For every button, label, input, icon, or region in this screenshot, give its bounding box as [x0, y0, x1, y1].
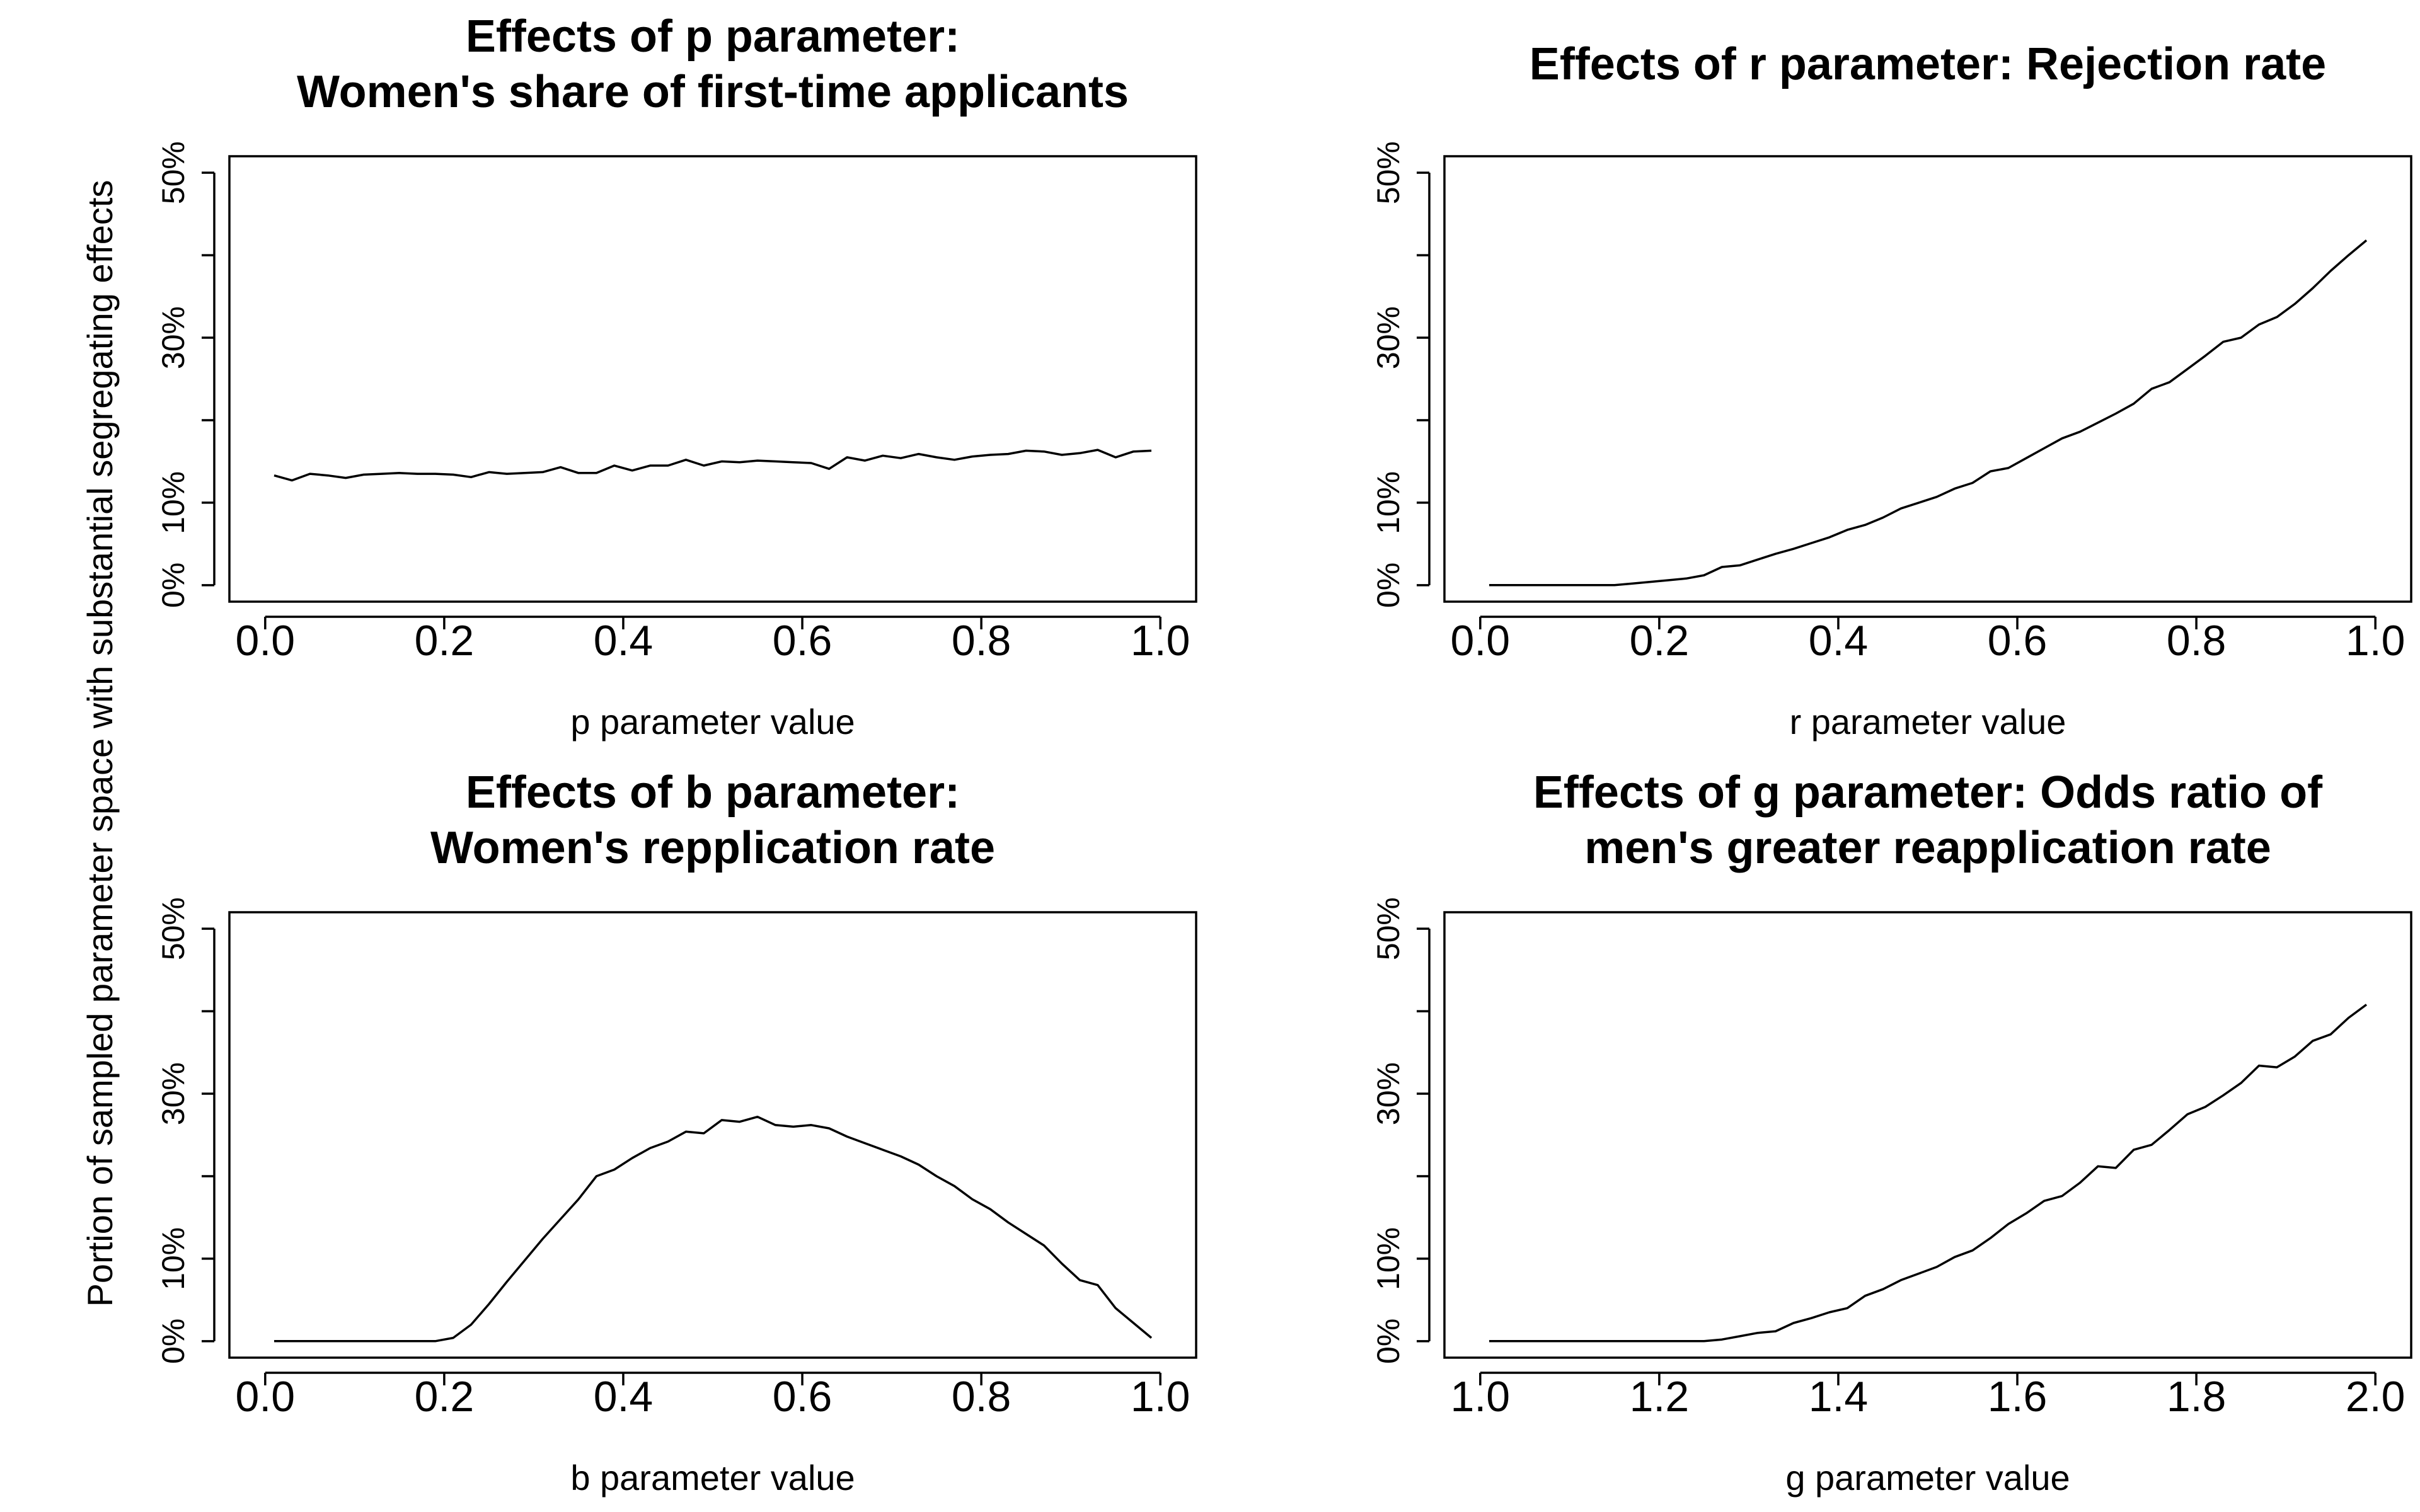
chart-panel-2: Effects of r parameter: Rejection rate 0.…	[1371, 39, 2412, 742]
chart-title-line-2: Women's share of first-time applicants	[297, 67, 1129, 117]
y-tick-label: 50%	[156, 141, 191, 204]
y-tick-label: 50%	[1371, 897, 1406, 960]
series-line	[274, 449, 1152, 482]
x-tick-label: 0.0	[236, 1373, 296, 1421]
shared-ylabel: Portion of sampled parameter space with …	[80, 180, 120, 1307]
chart-panels: Effects of p parameter:Women's share of …	[156, 11, 2412, 1498]
chart-panel-4: Effects of g parameter: Odds ratio ofmen…	[1371, 767, 2412, 1498]
y-tick-label: 50%	[1371, 141, 1406, 204]
x-tick-label: 1.0	[2346, 617, 2406, 665]
y-tick-label: 30%	[156, 306, 191, 369]
x-tick-label: 0.8	[952, 1373, 1011, 1421]
x-axis-label: b parameter value	[570, 1458, 855, 1498]
y-tick-label: 0%	[156, 1319, 191, 1364]
chart-title-line-2: men's greater reapplication rate	[1584, 823, 2271, 873]
chart-title-line-1: Effects of b parameter:	[466, 767, 960, 818]
y-tick-label: 50%	[156, 897, 191, 960]
x-tick-label: 2.0	[2346, 1373, 2406, 1421]
y-tick-label: 10%	[1371, 471, 1406, 534]
x-axis-label: r parameter value	[1790, 702, 2066, 742]
plot-frame	[1443, 155, 2412, 603]
x-tick-label: 0.2	[415, 1373, 475, 1421]
x-tick-label: 0.4	[1809, 617, 1869, 665]
x-tick-label: 1.0	[1131, 1373, 1190, 1421]
x-axis-label: p parameter value	[570, 702, 855, 742]
series-line	[274, 1115, 1153, 1343]
x-tick-label: 1.0	[1131, 617, 1190, 665]
x-tick-label: 1.8	[2167, 1373, 2227, 1421]
series-line	[1489, 239, 2368, 587]
x-tick-label: 1.2	[1630, 1373, 1690, 1421]
y-tick-label: 0%	[156, 563, 191, 608]
chart-title-line-1: Effects of g parameter: Odds ratio of	[1533, 767, 2323, 818]
y-tick-label: 30%	[1371, 1062, 1406, 1125]
x-tick-label: 1.4	[1809, 1373, 1869, 1421]
plot-frame	[228, 155, 1197, 603]
chart-title-line-1: Effects of r parameter: Rejection rate	[1530, 39, 2326, 89]
x-tick-label: 0.6	[1988, 617, 2048, 665]
y-tick-label: 0%	[1371, 1319, 1406, 1364]
plot-frame	[228, 911, 1197, 1359]
chart-panel-3: Effects of b parameter:Women's repplicat…	[156, 767, 1197, 1498]
y-tick-label: 10%	[1371, 1227, 1406, 1290]
y-tick-label: 0%	[1371, 563, 1406, 608]
x-tick-label: 0.2	[415, 617, 475, 665]
x-tick-label: 0.0	[1451, 617, 1511, 665]
y-tick-label: 30%	[156, 1062, 191, 1125]
x-tick-label: 0.2	[1630, 617, 1690, 665]
x-tick-label: 0.6	[773, 617, 833, 665]
x-tick-label: 0.4	[594, 617, 654, 665]
y-tick-label: 30%	[1371, 306, 1406, 369]
x-tick-label: 1.0	[1451, 1373, 1511, 1421]
x-axis-label: g parameter value	[1785, 1458, 2070, 1498]
x-tick-label: 0.8	[2167, 617, 2227, 665]
chart-title-line-1: Effects of p parameter:	[466, 11, 960, 62]
chart-panel-1: Effects of p parameter:Women's share of …	[156, 11, 1197, 742]
x-tick-label: 0.0	[236, 617, 296, 665]
x-tick-label: 0.4	[594, 1373, 654, 1421]
y-tick-label: 10%	[156, 471, 191, 534]
x-tick-label: 0.8	[952, 617, 1011, 665]
x-tick-label: 1.6	[1988, 1373, 2048, 1421]
plot-frame	[1443, 911, 2412, 1359]
y-tick-label: 10%	[156, 1227, 191, 1290]
chart-title-line-2: Women's repplication rate	[430, 823, 995, 873]
x-tick-label: 0.6	[773, 1373, 833, 1421]
series-line	[1489, 1004, 2368, 1343]
